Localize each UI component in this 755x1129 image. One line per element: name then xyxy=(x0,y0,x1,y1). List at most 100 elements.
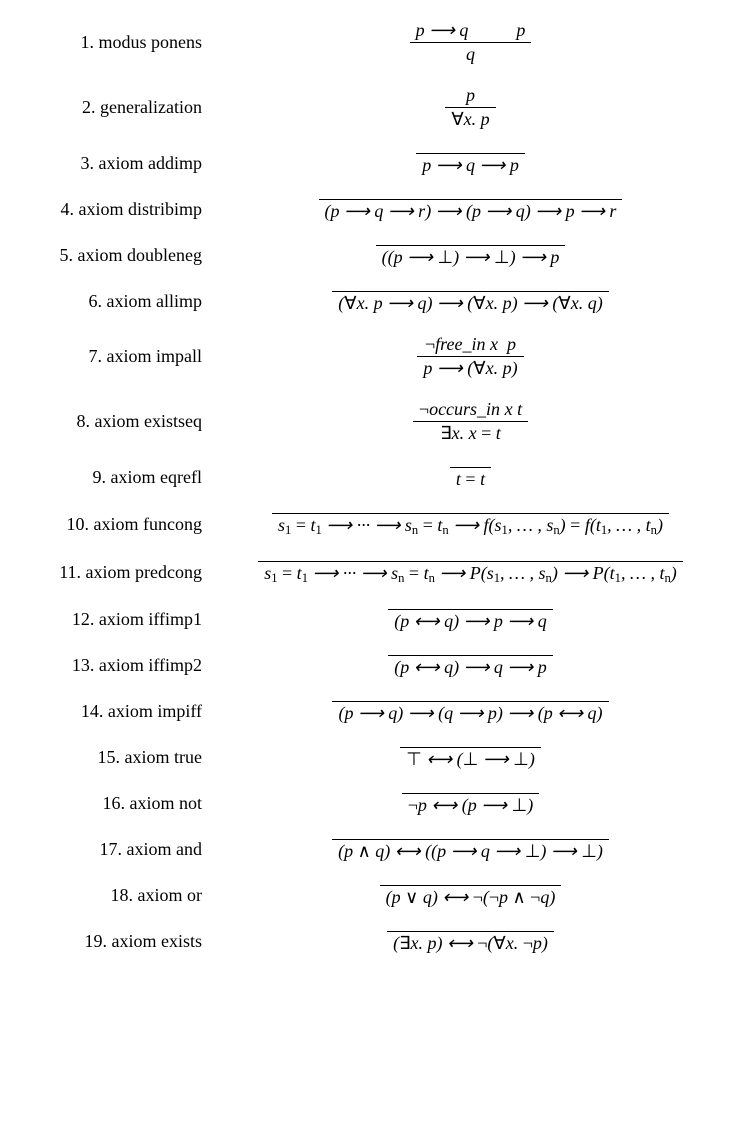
rule-premise: p ⟶ qp xyxy=(410,20,532,43)
rule-number: 9. xyxy=(86,467,106,488)
rule-conclusion: (p ⟶ q) ⟶ (q ⟶ p) ⟶ (p ⟷ q) xyxy=(332,702,608,724)
rule-conclusion: ⊤ ⟷ (⊥ ⟶ ⊥) xyxy=(400,748,541,770)
rule-formula-area: s1 = t1 ⟶ ··· ⟶ sn = tn ⟶ f(s1, … , sn) … xyxy=(210,510,731,538)
inference-rule: (p ⟶ q ⟶ r) ⟶ (p ⟶ q) ⟶ p ⟶ r xyxy=(319,196,623,222)
rule-label: 8. axiom existseq xyxy=(24,411,210,432)
rule-number: 16. xyxy=(103,793,126,814)
rule-formula-area: (p ∨ q) ⟷ ¬(¬p ∧ ¬q) xyxy=(210,882,731,908)
rule-label: 14. axiom impiff xyxy=(24,701,210,722)
inference-rule: (∀x. p ⟶ q) ⟶ (∀x. p) ⟶ (∀x. q) xyxy=(332,288,608,314)
rule-number: 1. xyxy=(74,32,94,53)
rule-formula-area: (p ⟷ q) ⟶ q ⟶ p xyxy=(210,652,731,678)
rule-row: 5. axiom doubleneg ((p ⟶ ⊥) ⟶ ⊥) ⟶ p xyxy=(24,242,731,268)
rule-label: 3. axiom addimp xyxy=(24,153,210,174)
rule-name: axiom exists xyxy=(107,931,202,951)
rule-label: 17. axiom and xyxy=(24,839,210,860)
rule-label: 5. axiom doubleneg xyxy=(24,245,210,266)
rule-name: axiom eqrefl xyxy=(106,467,202,487)
rule-formula-area: ¬occurs_in x t∃x. x = t xyxy=(210,399,731,444)
rule-premise: ¬occurs_in x t xyxy=(413,399,528,422)
rule-number: 15. xyxy=(98,747,121,768)
rule-name: axiom impiff xyxy=(103,701,202,721)
rule-conclusion: ∃x. x = t xyxy=(413,422,528,444)
rule-name: axiom impall xyxy=(102,346,202,366)
rule-name: axiom iffimp2 xyxy=(94,655,202,675)
rule-conclusion: ¬p ⟷ (p ⟶ ⊥) xyxy=(402,794,539,816)
rule-row: 16. axiom not ¬p ⟷ (p ⟶ ⊥) xyxy=(24,790,731,816)
inference-rule: ⊤ ⟷ (⊥ ⟶ ⊥) xyxy=(400,744,541,770)
rule-row: 18. axiom or(p ∨ q) ⟷ ¬(¬p ∧ ¬q) xyxy=(24,882,731,908)
rule-label: 7. axiom impall xyxy=(24,346,210,367)
rule-formula-area: ¬free_in x pp ⟶ (∀x. p) xyxy=(210,334,731,379)
rule-number: 8. xyxy=(70,411,90,432)
inference-rule: s1 = t1 ⟶ ··· ⟶ sn = tn ⟶ P(s1, … , sn) … xyxy=(258,558,683,586)
inference-rule: (p ⟷ q) ⟶ p ⟶ q xyxy=(388,606,552,632)
rule-formula-area: p ⟶ qpq xyxy=(210,20,731,65)
inference-rule: ((p ⟶ ⊥) ⟶ ⊥) ⟶ p xyxy=(376,242,566,268)
rule-number: 18. xyxy=(111,885,134,906)
rule-row: 7. axiom impall ¬free_in x pp ⟶ (∀x. p) xyxy=(24,334,731,379)
rule-number: 7. xyxy=(82,346,102,367)
rule-name: axiom true xyxy=(120,747,202,767)
rule-row: 2. generalization p∀x. p xyxy=(24,85,731,130)
rule-row: 6. axiom allimp (∀x. p ⟶ q) ⟶ (∀x. p) ⟶ (… xyxy=(24,288,731,314)
rule-formula-area: ((p ⟶ ⊥) ⟶ ⊥) ⟶ p xyxy=(210,242,731,268)
rule-row: 1. modus ponens p ⟶ qpq xyxy=(24,20,731,65)
rule-label: 11. axiom predcong xyxy=(24,562,210,583)
rule-conclusion: s1 = t1 ⟶ ··· ⟶ sn = tn ⟶ P(s1, … , sn) … xyxy=(258,562,683,586)
rule-formula-area: (p ⟷ q) ⟶ p ⟶ q xyxy=(210,606,731,632)
rule-label: 12. axiom iffimp1 xyxy=(24,609,210,630)
rule-number: 17. xyxy=(100,839,123,860)
rule-row: 10. axiom funcong s1 = t1 ⟶ ··· ⟶ sn = tn… xyxy=(24,510,731,538)
rule-conclusion: (∃x. p) ⟷ ¬(∀x. ¬p) xyxy=(387,932,554,954)
rule-label: 19. axiom exists xyxy=(24,931,210,952)
rule-label: 9. axiom eqrefl xyxy=(24,467,210,488)
inference-rule: (∃x. p) ⟷ ¬(∀x. ¬p) xyxy=(387,928,554,954)
rule-label: 10. axiom funcong xyxy=(24,514,210,535)
rule-name: generalization xyxy=(96,97,202,117)
rule-formula-area: (∃x. p) ⟷ ¬(∀x. ¬p) xyxy=(210,928,731,954)
inference-rule: ¬free_in x pp ⟶ (∀x. p) xyxy=(417,334,523,379)
rule-row: 9. axiom eqrefl t = t xyxy=(24,464,731,490)
inference-rule: t = t xyxy=(450,464,491,490)
rule-formula-area: ¬p ⟷ (p ⟶ ⊥) xyxy=(210,790,731,816)
rule-conclusion: q xyxy=(410,43,532,65)
rule-row: 15. axiom true ⊤ ⟷ (⊥ ⟶ ⊥) xyxy=(24,744,731,770)
rule-number: 5. xyxy=(53,245,73,266)
rule-conclusion: t = t xyxy=(450,468,491,490)
rule-premise: ¬free_in x p xyxy=(417,334,523,357)
inference-rule: s1 = t1 ⟶ ··· ⟶ sn = tn ⟶ f(s1, … , sn) … xyxy=(272,510,669,538)
rule-conclusion: (p ⟷ q) ⟶ p ⟶ q xyxy=(388,610,552,632)
rule-formula-area: (p ⟶ q ⟶ r) ⟶ (p ⟶ q) ⟶ p ⟶ r xyxy=(210,196,731,222)
rule-number: 11. xyxy=(59,562,81,583)
rule-formula-area: (∀x. p ⟶ q) ⟶ (∀x. p) ⟶ (∀x. q) xyxy=(210,288,731,314)
rule-name: axiom doubleneg xyxy=(73,245,202,265)
rule-number: 13. xyxy=(72,655,95,676)
rule-name: axiom existseq xyxy=(90,411,202,431)
rule-conclusion: (p ∧ q) ⟷ ((p ⟶ q ⟶ ⊥) ⟶ ⊥) xyxy=(332,840,609,862)
rule-name: axiom addimp xyxy=(94,153,202,173)
rule-formula-area: s1 = t1 ⟶ ··· ⟶ sn = tn ⟶ P(s1, … , sn) … xyxy=(210,558,731,586)
inference-rule: (p ⟷ q) ⟶ q ⟶ p xyxy=(388,652,552,678)
rule-label: 15. axiom true xyxy=(24,747,210,768)
rule-conclusion: s1 = t1 ⟶ ··· ⟶ sn = tn ⟶ f(s1, … , sn) … xyxy=(272,514,669,538)
rule-row: 17. axiom and (p ∧ q) ⟷ ((p ⟶ q ⟶ ⊥) ⟶ ⊥) xyxy=(24,836,731,862)
rule-row: 13. axiom iffimp2 (p ⟷ q) ⟶ q ⟶ p xyxy=(24,652,731,678)
inference-rule: p∀x. p xyxy=(445,85,495,130)
rules-list: 1. modus ponens p ⟶ qpq 2. generalization p… xyxy=(24,20,731,954)
rule-conclusion: (p ∨ q) ⟷ ¬(¬p ∧ ¬q) xyxy=(380,886,562,908)
rule-name: axiom distribimp xyxy=(74,199,202,219)
rule-row: 11. axiom predcong s1 = t1 ⟶ ··· ⟶ sn = t… xyxy=(24,558,731,586)
rule-name: axiom allimp xyxy=(102,291,202,311)
rule-number: 14. xyxy=(81,701,104,722)
rule-number: 12. xyxy=(72,609,95,630)
inference-rule: p ⟶ qpq xyxy=(410,20,532,65)
rule-label: 2. generalization xyxy=(24,97,210,118)
rule-row: 14. axiom impiff (p ⟶ q) ⟶ (q ⟶ p) ⟶ (p ⟷… xyxy=(24,698,731,724)
rule-name: axiom predcong xyxy=(81,562,202,582)
rule-number: 6. xyxy=(82,291,102,312)
rule-label: 1. modus ponens xyxy=(24,32,210,53)
rule-name: axiom not xyxy=(125,793,202,813)
rule-formula-area: (p ⟶ q) ⟶ (q ⟶ p) ⟶ (p ⟷ q) xyxy=(210,698,731,724)
rule-number: 4. xyxy=(54,199,74,220)
